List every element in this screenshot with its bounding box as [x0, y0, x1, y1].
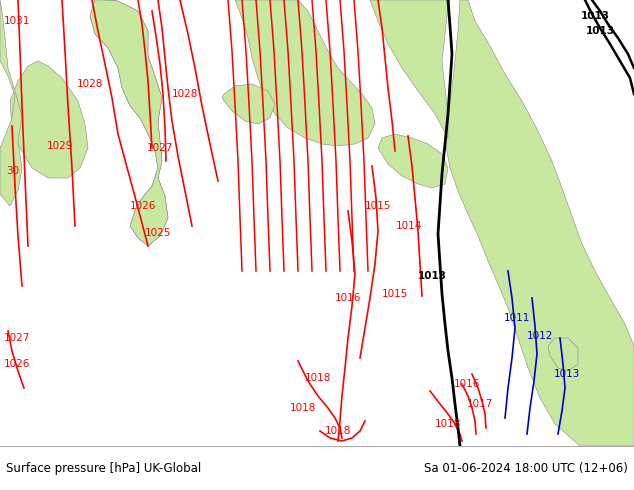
Polygon shape: [370, 0, 450, 138]
Text: 1025: 1025: [145, 228, 171, 238]
Text: 1013: 1013: [581, 11, 609, 21]
Polygon shape: [445, 0, 634, 446]
Polygon shape: [222, 84, 275, 124]
Text: Surface pressure [hPa] UK-Global: Surface pressure [hPa] UK-Global: [6, 462, 201, 474]
Text: 1031: 1031: [4, 16, 30, 26]
Text: 1029: 1029: [47, 141, 73, 151]
Polygon shape: [235, 0, 375, 146]
Text: 1028: 1028: [77, 79, 103, 89]
Text: 1015: 1015: [365, 201, 391, 211]
Text: 1027: 1027: [4, 333, 30, 343]
Text: 1018: 1018: [435, 419, 461, 429]
Text: 1016: 1016: [335, 293, 361, 303]
Text: 1012: 1012: [527, 331, 553, 341]
Text: 1026: 1026: [130, 201, 156, 211]
Text: 1013: 1013: [586, 26, 614, 36]
Text: 1016: 1016: [454, 379, 480, 389]
Text: 30: 30: [6, 166, 20, 176]
Polygon shape: [0, 0, 22, 206]
Polygon shape: [548, 338, 578, 371]
Text: 1013: 1013: [554, 369, 580, 379]
Polygon shape: [10, 61, 88, 178]
Text: 1017: 1017: [467, 399, 493, 409]
Text: 1018: 1018: [305, 373, 331, 383]
Text: 1028: 1028: [172, 89, 198, 99]
Text: 1011: 1011: [504, 313, 530, 323]
Text: 1014: 1014: [396, 221, 422, 231]
Polygon shape: [90, 0, 168, 246]
Text: 1013: 1013: [418, 271, 446, 281]
Polygon shape: [378, 134, 448, 188]
Text: Sa 01-06-2024 18:00 UTC (12+06): Sa 01-06-2024 18:00 UTC (12+06): [424, 462, 628, 474]
Text: 1018: 1018: [290, 403, 316, 413]
Text: 1026: 1026: [4, 359, 30, 369]
Polygon shape: [90, 0, 168, 246]
Text: 1018: 1018: [325, 426, 351, 436]
Text: 1027: 1027: [147, 143, 173, 153]
Text: 1015: 1015: [382, 289, 408, 299]
